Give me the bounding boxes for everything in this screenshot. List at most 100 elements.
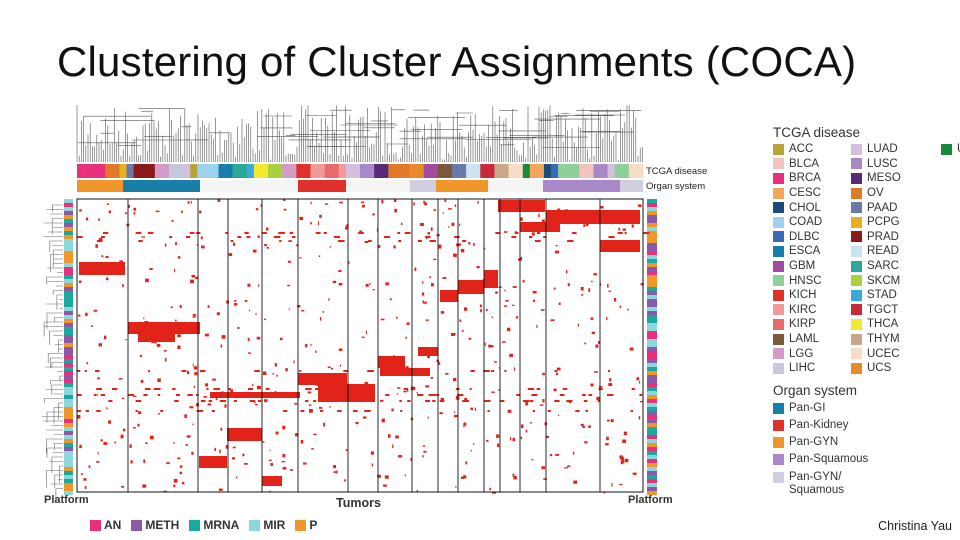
heatmap-cell: [323, 422, 326, 427]
heatmap-cell: [454, 414, 458, 418]
heatmap-cell: [80, 473, 84, 475]
tcga-track-segment: [558, 164, 566, 178]
legend-label: Pan-GYN/ Squamous: [789, 470, 844, 496]
tcga-track-segment: [310, 164, 318, 178]
platform-bar-cell: [647, 231, 657, 235]
heatmap-cell: [323, 232, 327, 234]
heatmap-cell: [118, 378, 123, 380]
legend-swatch: [773, 318, 784, 330]
heatmap-cell: [558, 302, 561, 305]
heatmap-cell: [125, 339, 127, 341]
platform-bar-cell: [64, 199, 73, 203]
tcga-track-segment: [91, 164, 99, 178]
heatmap-cell: [215, 396, 218, 401]
heatmap-cell: [422, 445, 425, 447]
legend-swatch: [773, 245, 784, 257]
heatmap-cell: [509, 353, 513, 357]
tcga-track-segment: [98, 164, 106, 178]
heatmap-cell: [608, 236, 615, 238]
platform-bar-cell: [647, 307, 657, 311]
heatmap-cell: [301, 310, 305, 312]
heatmap-cell: [145, 388, 151, 390]
heatmap-cell: [282, 454, 286, 458]
heatmap-cell: [85, 312, 88, 317]
legend-swatch: [773, 202, 784, 214]
platform-bar-cell: [647, 363, 657, 367]
heatmap-cell: [440, 311, 445, 314]
platform-bar-cell: [647, 427, 657, 431]
heatmap-cell: [315, 232, 321, 234]
legend-label: READ: [867, 245, 899, 258]
heatmap-cell: [212, 378, 216, 381]
legend-label: PCPG: [867, 216, 900, 229]
heatmap-cell: [151, 339, 155, 344]
tcga-legend-item: ACC: [773, 142, 851, 157]
heatmap-cell: [119, 260, 123, 262]
heatmap-cell: [384, 475, 389, 479]
heatmap-cell: [377, 245, 381, 248]
heatmap-cell: [514, 232, 519, 234]
heatmap-cell: [310, 201, 312, 205]
legend-label: COAD: [789, 216, 823, 229]
coca-heatmap-figure: [42, 105, 657, 503]
heatmap-cell: [505, 300, 509, 302]
heatmap-cell: [346, 224, 349, 227]
heatmap-cell: [122, 284, 124, 288]
platform-bar-cell: [64, 239, 73, 243]
legend-swatch: [295, 519, 307, 531]
heatmap-cell: [225, 445, 229, 449]
heatmap-cell: [260, 437, 262, 440]
heatmap-cell: [125, 212, 128, 215]
heatmap-cell: [512, 437, 515, 442]
tcga-track-segment: [360, 164, 368, 178]
heatmap-cell: [439, 400, 445, 402]
heatmap-cell: [494, 361, 497, 363]
heatmap-cell: [103, 232, 109, 234]
tcga-track-segment: [501, 164, 509, 178]
heatmap-cell: [234, 303, 238, 306]
heatmap-cell: [531, 459, 534, 461]
heatmap-cell: [461, 476, 465, 479]
heatmap-cell: [137, 423, 140, 427]
legend-label: Pan-GYN: [789, 436, 839, 449]
heatmap-cell: [325, 394, 328, 397]
heatmap-cell: [623, 431, 627, 436]
heatmap-cell: [556, 372, 559, 376]
legend-label: OV: [867, 187, 884, 200]
heatmap-cell: [624, 458, 629, 463]
heatmap-cell: [564, 467, 568, 469]
tcga-legend-item: HNSC: [773, 273, 851, 288]
heatmap-cell: [164, 358, 167, 362]
heatmap-cell: [555, 453, 560, 456]
tcga-legend-item: GBM: [773, 259, 851, 274]
heatmap-cell: [192, 314, 197, 316]
heatmap-cell: [104, 335, 107, 340]
platform-right-label: Platform: [628, 494, 673, 506]
tcga-track-segment: [402, 164, 410, 178]
heatmap-cell: [598, 388, 603, 390]
heatmap-cell: [248, 394, 252, 396]
heatmap-cell: [164, 243, 167, 247]
tcga-legend-item: TGCT: [851, 303, 941, 318]
heatmap-cell: [120, 434, 124, 439]
legend-label: MRNA: [203, 518, 240, 532]
heatmap-cell: [254, 400, 256, 403]
platform-bar-cell: [64, 271, 73, 275]
platform-bar-cell: [64, 311, 73, 315]
tcga-legend-item: OV: [851, 186, 941, 201]
heatmap-cell: [232, 457, 236, 460]
heatmap-block: [520, 222, 560, 232]
tcga-track-segment: [176, 164, 184, 178]
heatmap-cell: [557, 208, 561, 211]
heatmap-block: [378, 356, 405, 368]
organ-system-track: [77, 180, 643, 192]
heatmap-cell: [242, 453, 245, 457]
heatmap-cell: [480, 309, 482, 313]
heatmap-cell: [398, 240, 402, 242]
platform-bar-cell: [647, 251, 657, 255]
heatmap-cell: [393, 199, 397, 202]
heatmap-cell: [135, 410, 138, 412]
platform-bar-cell: [647, 375, 657, 379]
heatmap-cell: [248, 309, 251, 312]
heatmap-cell: [511, 304, 515, 306]
